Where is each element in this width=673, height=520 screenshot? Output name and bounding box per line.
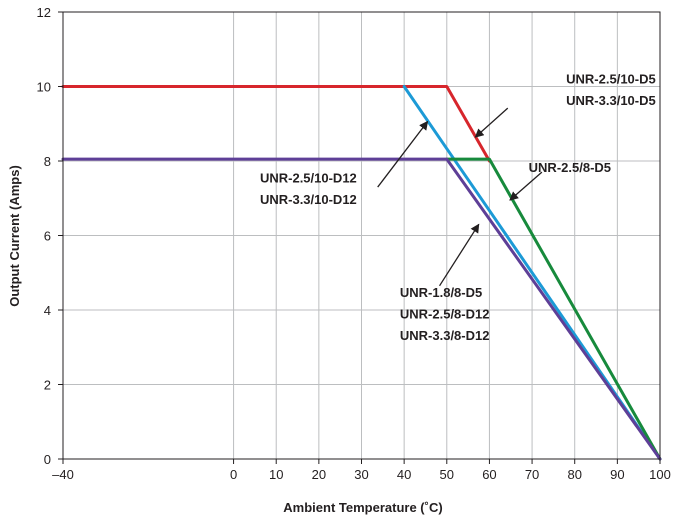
- annotation: UNR-2.5/10-D12 UNR-3.3/10-D12: [260, 120, 429, 207]
- x-tick-label: 50: [440, 467, 454, 482]
- x-tick-label: 0: [230, 467, 237, 482]
- series-line: [402, 85, 662, 461]
- y-tick-label: 6: [44, 229, 51, 244]
- y-tick-label: 4: [44, 303, 51, 318]
- x-tick-label: 70: [525, 467, 539, 482]
- x-tick-label: 60: [482, 467, 496, 482]
- annotation: UNR-1.8/8-D5 UNR-2.5/8-D12 UNR-3.3/8-D12: [400, 223, 490, 343]
- annotation-arrow: [474, 107, 509, 138]
- x-tick-label: 40: [397, 467, 411, 482]
- y-tick-label: 2: [44, 378, 51, 393]
- x-tick-label: 10: [269, 467, 283, 482]
- series-line: [445, 157, 662, 461]
- annotation-label: UNR-2.5/8-D5: [529, 160, 611, 175]
- annotation: UNR-2.5/10-D5 UNR-3.3/10-D5: [474, 72, 656, 138]
- x-tick-label: 80: [567, 467, 581, 482]
- series-lines: [61, 85, 662, 461]
- x-axis-ticks: –40 0 10 20 30 40 50 60 70 80 90 100: [52, 459, 671, 482]
- annotation-arrow: [509, 171, 543, 201]
- y-tick-label: 0: [44, 452, 51, 467]
- x-tick-label: 30: [354, 467, 368, 482]
- annotation-label: UNR-2.5/10-D12: [260, 171, 357, 186]
- annotation-label: UNR-2.5/8-D12: [400, 307, 490, 322]
- y-tick-label: 12: [37, 5, 51, 20]
- annotation-arrow: [377, 120, 429, 188]
- annotation-label: UNR-1.8/8-D5: [400, 285, 482, 300]
- annotations: UNR-2.5/10-D5 UNR-3.3/10-D5 UNR-2.5/10-D12…: [260, 72, 656, 344]
- series-line: [61, 157, 662, 461]
- annotation-arrow: [438, 223, 480, 287]
- x-tick-label: 90: [610, 467, 624, 482]
- annotation-label: UNR-3.3/10-D5: [566, 93, 656, 108]
- y-tick-label: 8: [44, 154, 51, 169]
- annotation-label: UNR-2.5/10-D5: [566, 72, 656, 87]
- y-tick-label: 10: [37, 80, 51, 95]
- annotation-label: UNR-3.3/10-D12: [260, 192, 357, 207]
- x-tick-label: –40: [52, 467, 74, 482]
- x-axis-title: Ambient Temperature (˚C): [283, 500, 442, 515]
- annotation-label: UNR-3.3/8-D12: [400, 328, 490, 343]
- x-tick-label: 100: [649, 467, 671, 482]
- x-tick-label: 20: [312, 467, 326, 482]
- y-axis-ticks: 0 2 4 6 8 10 12: [37, 5, 63, 467]
- y-axis-title: Output Current (Amps): [7, 165, 22, 307]
- annotation: UNR-2.5/8-D5: [509, 160, 611, 201]
